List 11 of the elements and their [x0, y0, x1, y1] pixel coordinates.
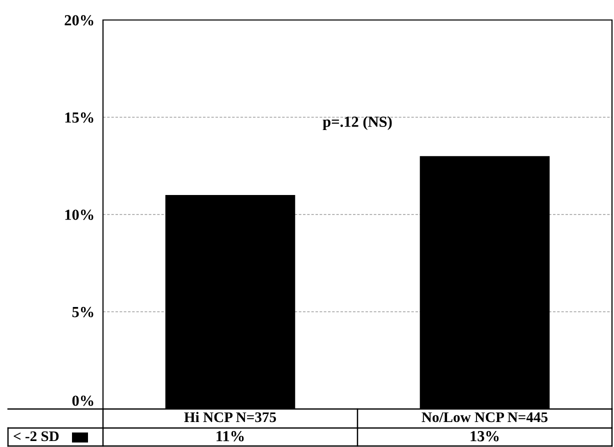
data-label: 11%: [216, 431, 244, 442]
y-tick-label: 0%: [72, 396, 94, 406]
x-tick-label: Hi NCP N=375: [184, 412, 276, 422]
y-tick-label: 15%: [65, 112, 94, 123]
legend-label: < -2 SD: [14, 431, 59, 442]
y-tick-label: 20%: [64, 15, 94, 26]
data-label: 13%: [470, 431, 499, 442]
x-tick-label: No/Low NCP N=445: [422, 412, 548, 422]
y-tick-label: 5%: [72, 306, 94, 318]
y-tick-label: 10%: [65, 210, 94, 220]
annotation: p=.12 (NS): [322, 116, 392, 130]
